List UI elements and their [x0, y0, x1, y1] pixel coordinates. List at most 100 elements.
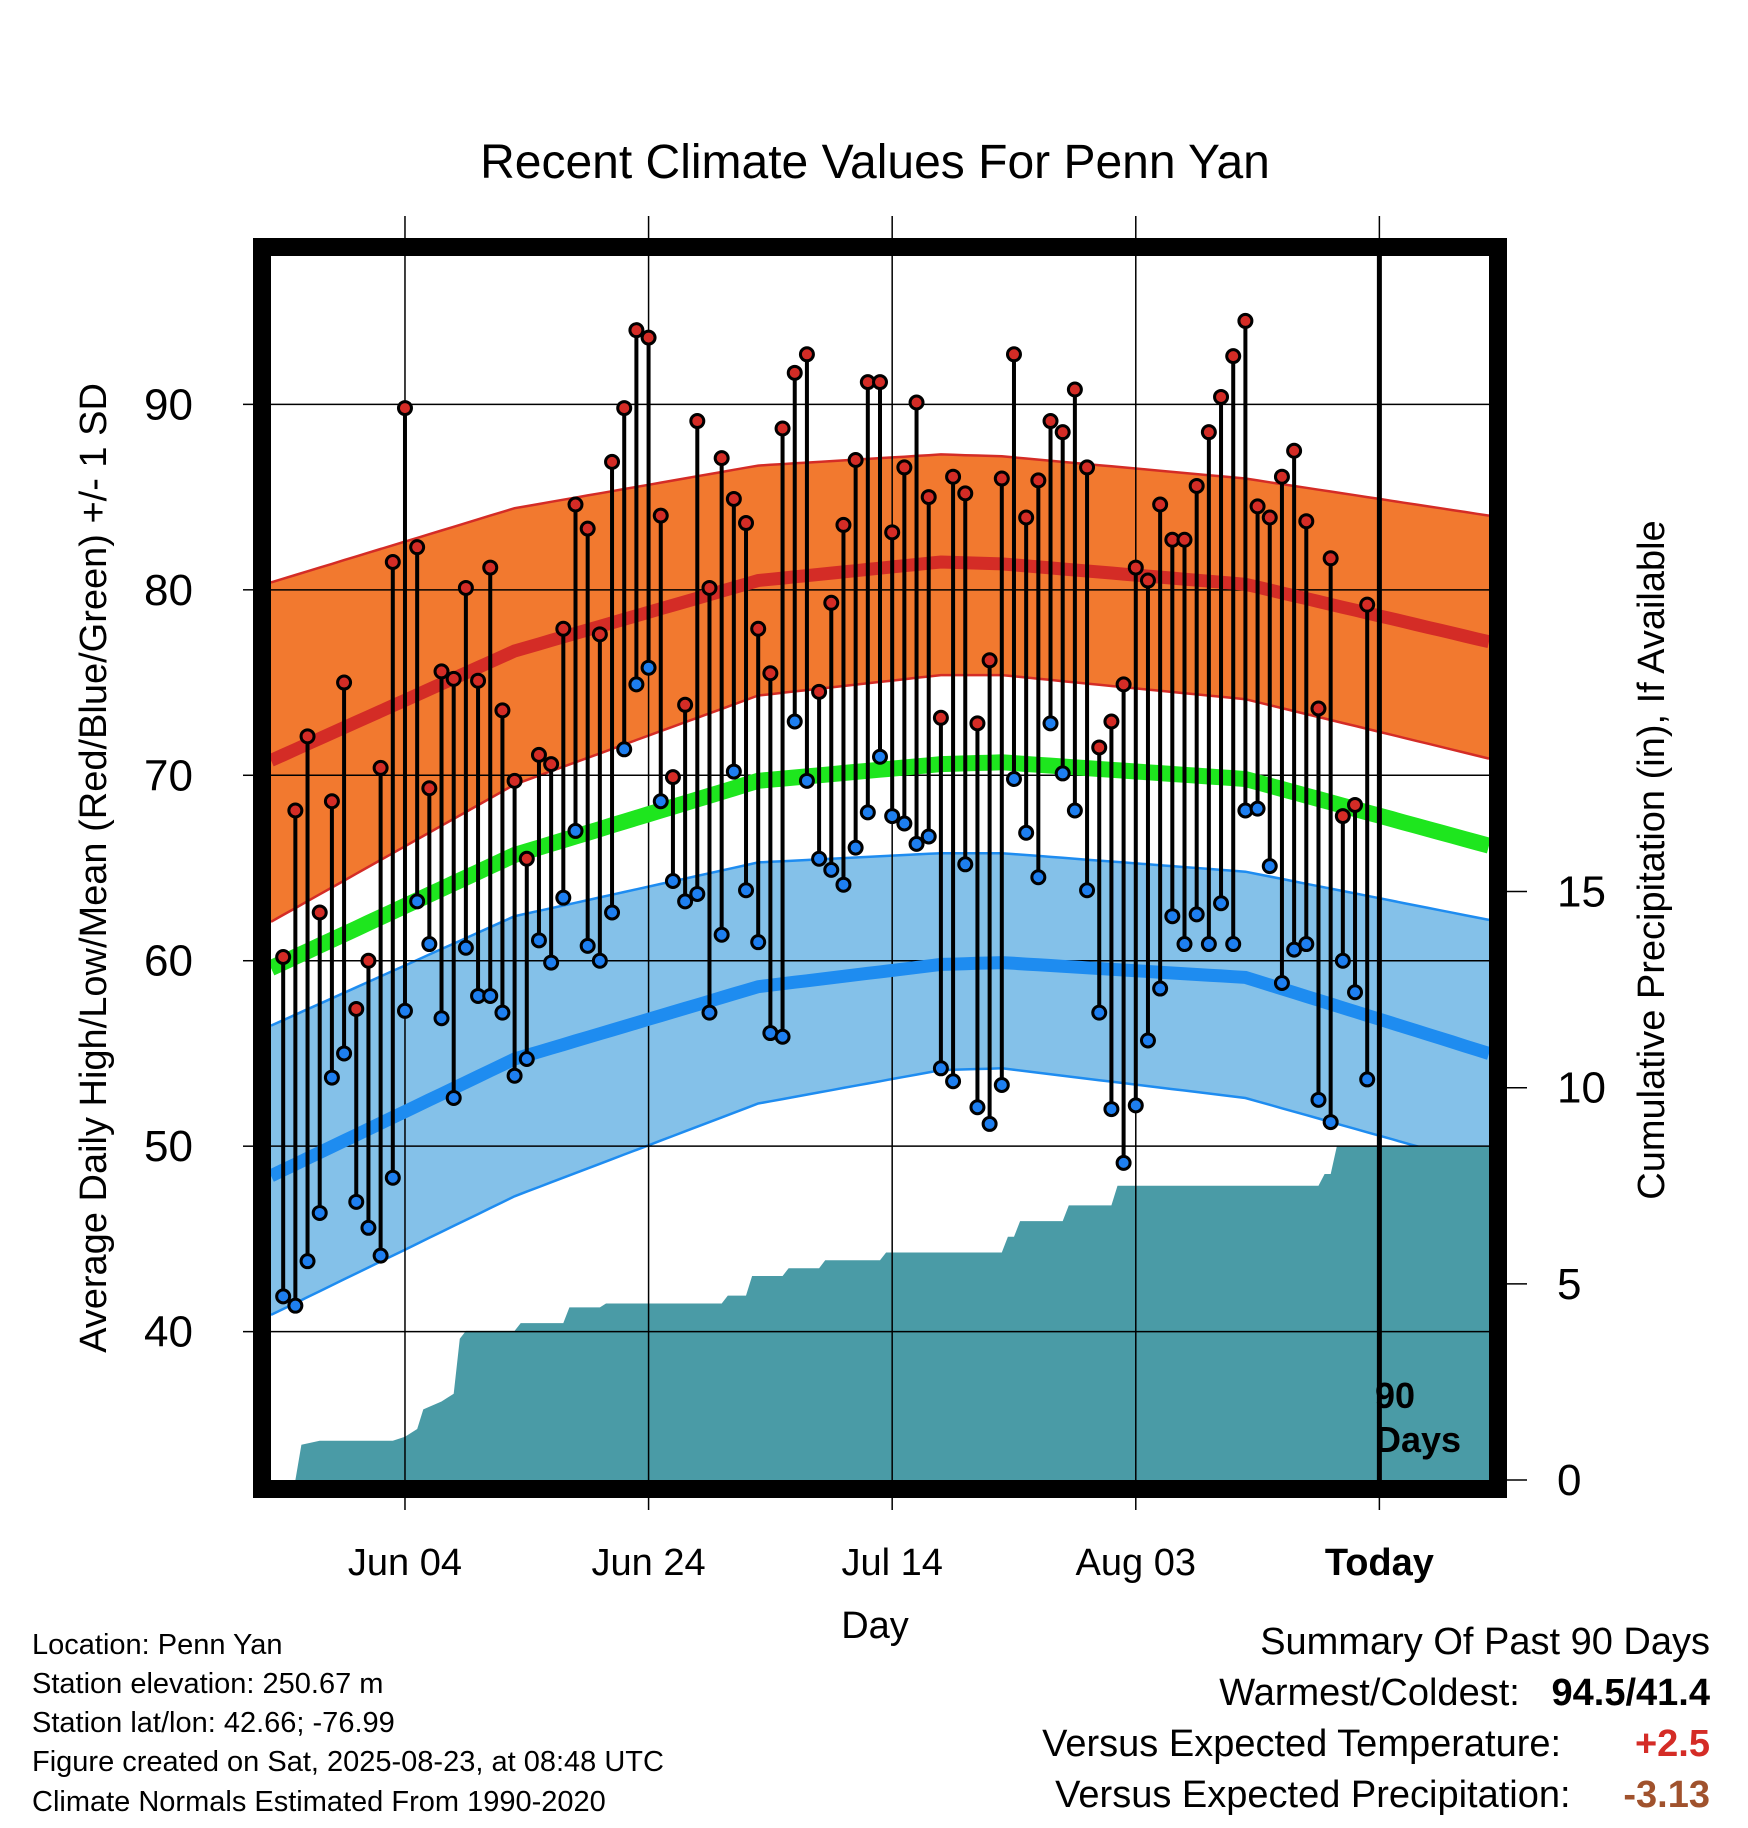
daily-high-point [396, 400, 413, 417]
daily-low-point [518, 1051, 535, 1068]
daily-range-bars [281, 320, 1370, 1306]
daily-low-point [530, 932, 547, 949]
low-band-lower-edge [270, 1067, 1490, 1317]
daily-low-point [652, 793, 669, 810]
daily-low-point [1273, 974, 1290, 991]
daily-high-point [372, 759, 389, 776]
daily-high-point [421, 780, 438, 797]
y-tick-label: 60 [144, 937, 193, 986]
daily-high-points [275, 312, 1376, 1017]
daily-low-point [1213, 895, 1230, 912]
daily-high-point [360, 952, 377, 969]
daily-high-point [1200, 424, 1217, 441]
daily-high-point [896, 459, 913, 476]
low-band-upper-edge [270, 851, 1490, 1027]
daily-low-point [664, 872, 681, 889]
daily-low-point [311, 1204, 328, 1221]
summary-temp-value: +2.5 [1634, 1723, 1710, 1765]
chart-title: Recent Climate Values For Penn Yan [480, 136, 1270, 189]
daily-low-point [494, 1004, 511, 1021]
footer-elevation: Station elevation: 250.67 m [32, 1668, 384, 1700]
daily-low-point [591, 952, 608, 969]
daily-low-point [798, 772, 815, 789]
y2-tick-label: 15 [1557, 868, 1606, 917]
daily-high-point [628, 322, 645, 339]
daily-high-point [604, 453, 621, 470]
daily-low-point [1261, 858, 1278, 875]
daily-low-point [1042, 715, 1059, 732]
daily-low-point [1079, 882, 1096, 899]
daily-high-point [969, 715, 986, 732]
daily-high-point [1127, 559, 1144, 576]
daily-high-point [1115, 676, 1132, 693]
daily-low-point [433, 1010, 450, 1027]
daily-low-point [555, 889, 572, 906]
daily-high-point [1310, 700, 1327, 717]
daily-low-point [1188, 906, 1205, 923]
daily-low-point [1200, 936, 1217, 953]
daily-low-point [701, 1004, 718, 1021]
daily-low-point [932, 1060, 949, 1077]
daily-low-point [421, 936, 438, 953]
daily-low-point [1225, 936, 1242, 953]
daily-high-point [591, 626, 608, 643]
daily-high-point [1213, 388, 1230, 405]
daily-high-point [384, 554, 401, 570]
daily-low-point [299, 1253, 316, 1270]
daily-high-point [287, 802, 304, 819]
daily-high-point [579, 520, 596, 537]
daily-high-point [872, 374, 888, 391]
daily-low-point [1115, 1154, 1132, 1171]
daily-low-point [1322, 1114, 1339, 1131]
daily-high-point [494, 702, 511, 719]
daily-high-point [1152, 496, 1169, 513]
daily-low-point [872, 748, 888, 765]
daily-low-point [1152, 980, 1169, 997]
daily-high-point [847, 452, 864, 468]
daily-low-point [1030, 869, 1047, 886]
footer-created: Figure created on Sat, 2025-08-23, at 08… [32, 1746, 664, 1778]
daily-low-point [847, 839, 864, 856]
daily-high-point [299, 728, 316, 745]
daily-low-point [372, 1247, 389, 1264]
daily-low-point [445, 1089, 462, 1106]
daily-low-point [604, 904, 621, 921]
daily-low-point [1127, 1097, 1144, 1114]
daily-low-point [1164, 908, 1181, 925]
daily-high-point [932, 709, 949, 726]
daily-high-point [457, 579, 474, 596]
daily-low-point [969, 1099, 986, 1116]
summary-warm-cold-value: 94.5/41.4 [1551, 1672, 1710, 1714]
daily-high-point [433, 663, 450, 680]
y2-tick-label: 0 [1557, 1456, 1581, 1505]
daily-high-point [1298, 513, 1315, 530]
daily-low-point [1310, 1091, 1327, 1108]
daily-high-point [713, 450, 730, 467]
daily-high-point [1103, 713, 1120, 730]
normal-low-line [268, 956, 1491, 1182]
daily-high-point [1322, 550, 1339, 567]
daily-high-point [945, 468, 962, 485]
daily-high-point [920, 489, 937, 506]
daily-high-point [323, 793, 340, 810]
daily-high-point [1237, 312, 1254, 329]
daily-high-point [908, 394, 925, 411]
cumulative-precipitation-area [271, 1146, 1489, 1480]
daily-high-point [555, 620, 572, 637]
daily-high-point [1225, 348, 1242, 365]
daily-high-point [1042, 413, 1059, 430]
x-tick-label: Jun 24 [592, 1542, 706, 1584]
daily-high-point [1005, 346, 1022, 363]
daily-low-point [786, 713, 803, 730]
y2-tick-label: 5 [1557, 1260, 1581, 1309]
daily-low-point [1359, 1071, 1376, 1088]
daily-high-point [470, 672, 487, 689]
footer-latlon: Station lat/lon: 42.66; -76.99 [32, 1707, 395, 1739]
daily-high-point [1334, 808, 1351, 825]
daily-low-point [506, 1067, 523, 1084]
daily-high-point [1261, 509, 1278, 526]
daily-high-point [530, 746, 547, 763]
daily-low-point [750, 934, 767, 951]
daily-low-point [336, 1045, 353, 1062]
daily-low-point [323, 1069, 340, 1086]
